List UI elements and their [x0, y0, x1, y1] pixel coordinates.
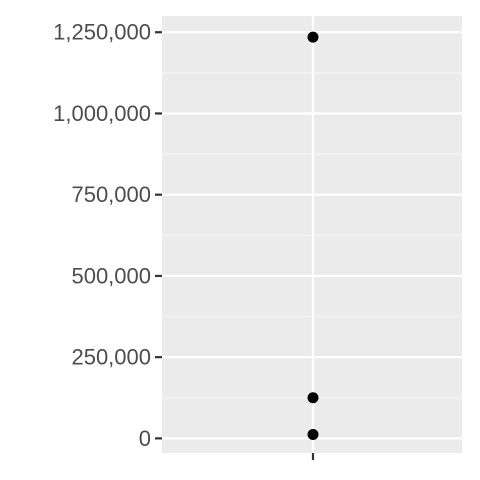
y-tick-label: 750,000 — [71, 182, 151, 207]
y-tick-label: 1,000,000 — [53, 101, 151, 126]
y-axis: 0 250,000 500,000 750,000 1,000,000 1,250,000 — [53, 20, 162, 451]
y-tick-label: 0 — [139, 426, 151, 451]
data-point — [307, 392, 319, 404]
y-tick-label: 250,000 — [71, 345, 151, 370]
data-point — [307, 31, 319, 43]
y-tick-label: 1,250,000 — [53, 20, 151, 45]
data-point — [307, 428, 319, 440]
y-tick-label: 500,000 — [71, 263, 151, 288]
data-points — [307, 31, 319, 440]
